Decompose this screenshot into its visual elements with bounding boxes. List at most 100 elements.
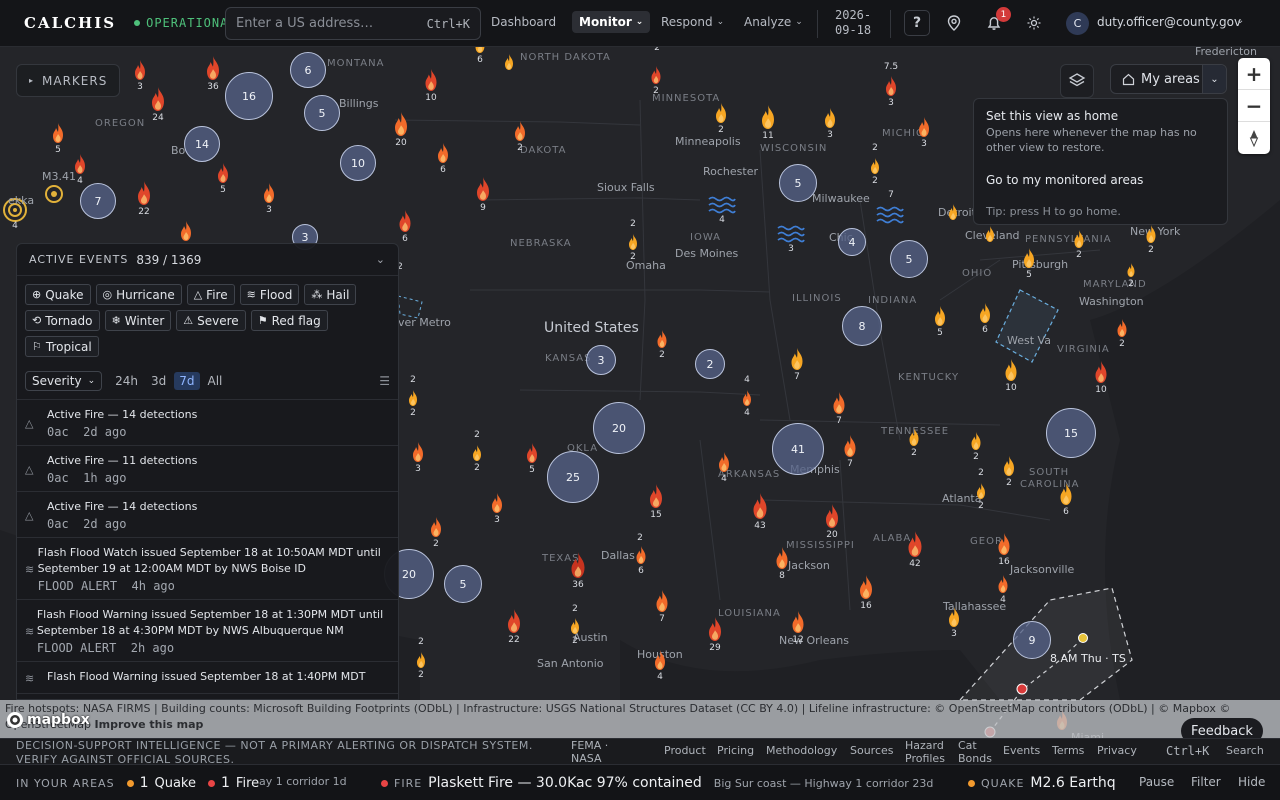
chip-hurricane[interactable]: ◎ Hurricane	[95, 284, 182, 305]
improve-map-link[interactable]: Improve this map	[94, 718, 204, 731]
fire-icon[interactable]	[977, 302, 993, 324]
footer-link-sources[interactable]: Sources	[850, 744, 894, 757]
fire-icon[interactable]	[435, 142, 451, 164]
footer-link-privacy[interactable]: Privacy	[1097, 744, 1137, 757]
fire-icon[interactable]	[713, 102, 729, 124]
chevron-down-icon[interactable]: ⌄	[1236, 15, 1245, 26]
footer-link-terms[interactable]: Terms	[1052, 744, 1085, 757]
fire-icon[interactable]	[178, 220, 194, 242]
chip-red-flag[interactable]: ⚑ Red flag	[250, 310, 328, 331]
fire-icon[interactable]	[1072, 229, 1086, 249]
nav-analyze[interactable]: Analyze ⌄	[737, 11, 810, 33]
event-cluster[interactable]: 5	[779, 164, 817, 202]
flood-waves-icon[interactable]	[876, 205, 904, 225]
ticker-filter-button[interactable]: Filter	[1191, 775, 1221, 789]
event-cluster[interactable]: 3	[586, 345, 616, 375]
fire-icon[interactable]	[1144, 224, 1158, 244]
fire-icon[interactable]	[504, 608, 523, 634]
chip-flood[interactable]: ≋ Flood	[239, 284, 300, 305]
fire-icon[interactable]	[634, 545, 648, 565]
event-cluster[interactable]: 25	[547, 451, 599, 503]
fire-icon[interactable]	[415, 651, 428, 669]
fire-icon[interactable]	[969, 431, 983, 451]
ticker-item-quake[interactable]: QUAKE M2.6 Earthq	[968, 775, 1123, 791]
fire-icon[interactable]	[524, 442, 540, 464]
chip-tropical[interactable]: ⚐ Tropical	[25, 336, 99, 357]
fire-icon[interactable]	[947, 203, 960, 221]
event-cluster[interactable]: 8	[842, 306, 882, 346]
set-home-option[interactable]: Set this view as home Opens here wheneve…	[986, 109, 1215, 155]
fire-icon[interactable]	[841, 434, 859, 458]
fire-icon[interactable]	[503, 53, 516, 71]
fire-icon[interactable]	[473, 176, 492, 202]
fire-icon[interactable]	[261, 182, 277, 204]
layers-button[interactable]	[1060, 64, 1094, 98]
fire-icon[interactable]	[627, 233, 640, 251]
my-areas-dropdown-toggle[interactable]: ⌄	[1202, 65, 1226, 93]
flood-waves-icon[interactable]	[777, 224, 805, 244]
fire-icon[interactable]	[649, 65, 663, 85]
chip-hail[interactable]: ⁂ Hail	[304, 284, 357, 305]
fire-icon[interactable]	[822, 107, 838, 129]
zoom-out-button[interactable]: −	[1238, 90, 1270, 122]
event-list-item[interactable]: △ Active Fire — 14 detections 0ac 2d ago	[17, 492, 398, 538]
event-cluster[interactable]: 5	[444, 565, 482, 603]
flood-waves-icon[interactable]	[708, 195, 736, 215]
event-list-item[interactable]: ≋ Flash Flood Watch issued September 18 a…	[17, 538, 398, 600]
osm-link[interactable]: OpenStreetMap	[5, 718, 92, 731]
fire-icon[interactable]	[1115, 318, 1129, 338]
fire-icon[interactable]	[1001, 455, 1017, 477]
my-areas-button[interactable]: My areas ⌄	[1110, 64, 1227, 94]
nav-monitor[interactable]: Monitor ⌄	[572, 11, 651, 33]
ticker-pause-button[interactable]: Pause	[1139, 775, 1175, 789]
fire-icon[interactable]	[758, 104, 777, 130]
mapbox-logo[interactable]: mapbox	[6, 711, 90, 729]
event-cluster[interactable]: 14	[184, 126, 220, 162]
nav-respond[interactable]: Respond ⌄	[654, 11, 731, 33]
event-cluster[interactable]: 7	[80, 183, 116, 219]
fire-icon[interactable]	[652, 649, 668, 671]
compass-reset-button[interactable]	[1238, 122, 1270, 154]
collapse-chevron-icon[interactable]: ⌄	[375, 253, 386, 266]
fire-icon[interactable]	[741, 389, 754, 407]
fire-icon[interactable]	[716, 451, 732, 473]
event-list-item[interactable]: △ Active Fire — 11 detections 0ac 1h ago	[17, 446, 398, 492]
fire-icon[interactable]	[132, 59, 148, 81]
fire-icon[interactable]	[996, 574, 1010, 594]
fire-icon[interactable]	[1021, 247, 1037, 269]
help-button[interactable]: ?	[904, 10, 930, 36]
event-cluster[interactable]: 6	[290, 52, 326, 88]
footer-link-pricing[interactable]: Pricing	[717, 744, 755, 757]
fire-icon[interactable]	[471, 444, 484, 462]
event-cluster[interactable]: 41	[772, 423, 824, 475]
brand-logo[interactable]: CALCHIS	[24, 14, 117, 32]
event-cluster[interactable]: 9	[1013, 621, 1051, 659]
fire-icon[interactable]	[203, 55, 222, 81]
notifications-button[interactable]: 1	[981, 7, 1011, 36]
event-cluster[interactable]: 5	[304, 95, 340, 131]
event-cluster[interactable]: 10	[340, 145, 376, 181]
event-list-item[interactable]: ≋ Flash Flood Warning issued September 18…	[17, 600, 398, 662]
chip-tornado[interactable]: ⟲ Tornado	[25, 310, 100, 331]
fire-icon[interactable]	[830, 391, 848, 415]
range-tab-7d[interactable]: 7d	[174, 372, 200, 390]
footer-link-hazard-profiles[interactable]: Hazard Profiles	[905, 739, 945, 765]
ticker-item-fire[interactable]: FIRE Plaskett Fire — 30.0Kac 97% contain…	[381, 775, 933, 791]
fire-icon[interactable]	[134, 180, 153, 206]
event-cluster[interactable]: 2	[695, 349, 725, 379]
fire-icon[interactable]	[984, 225, 997, 243]
fire-icon[interactable]	[975, 482, 988, 500]
fire-icon[interactable]	[856, 574, 875, 600]
footer-search-link[interactable]: Search	[1226, 744, 1264, 757]
fire-icon[interactable]	[916, 116, 932, 138]
sort-select[interactable]: Severity ⌄	[25, 371, 103, 391]
theme-toggle-sun-icon[interactable]	[1021, 10, 1047, 36]
fire-icon[interactable]	[215, 162, 231, 184]
event-cluster[interactable]: 5	[890, 240, 928, 278]
fire-icon[interactable]	[512, 120, 528, 142]
fire-icon[interactable]	[396, 209, 414, 233]
fire-icon[interactable]	[568, 551, 589, 580]
event-cluster[interactable]: 4	[838, 228, 866, 256]
fire-icon[interactable]	[391, 111, 410, 137]
fire-icon[interactable]	[1125, 262, 1136, 277]
